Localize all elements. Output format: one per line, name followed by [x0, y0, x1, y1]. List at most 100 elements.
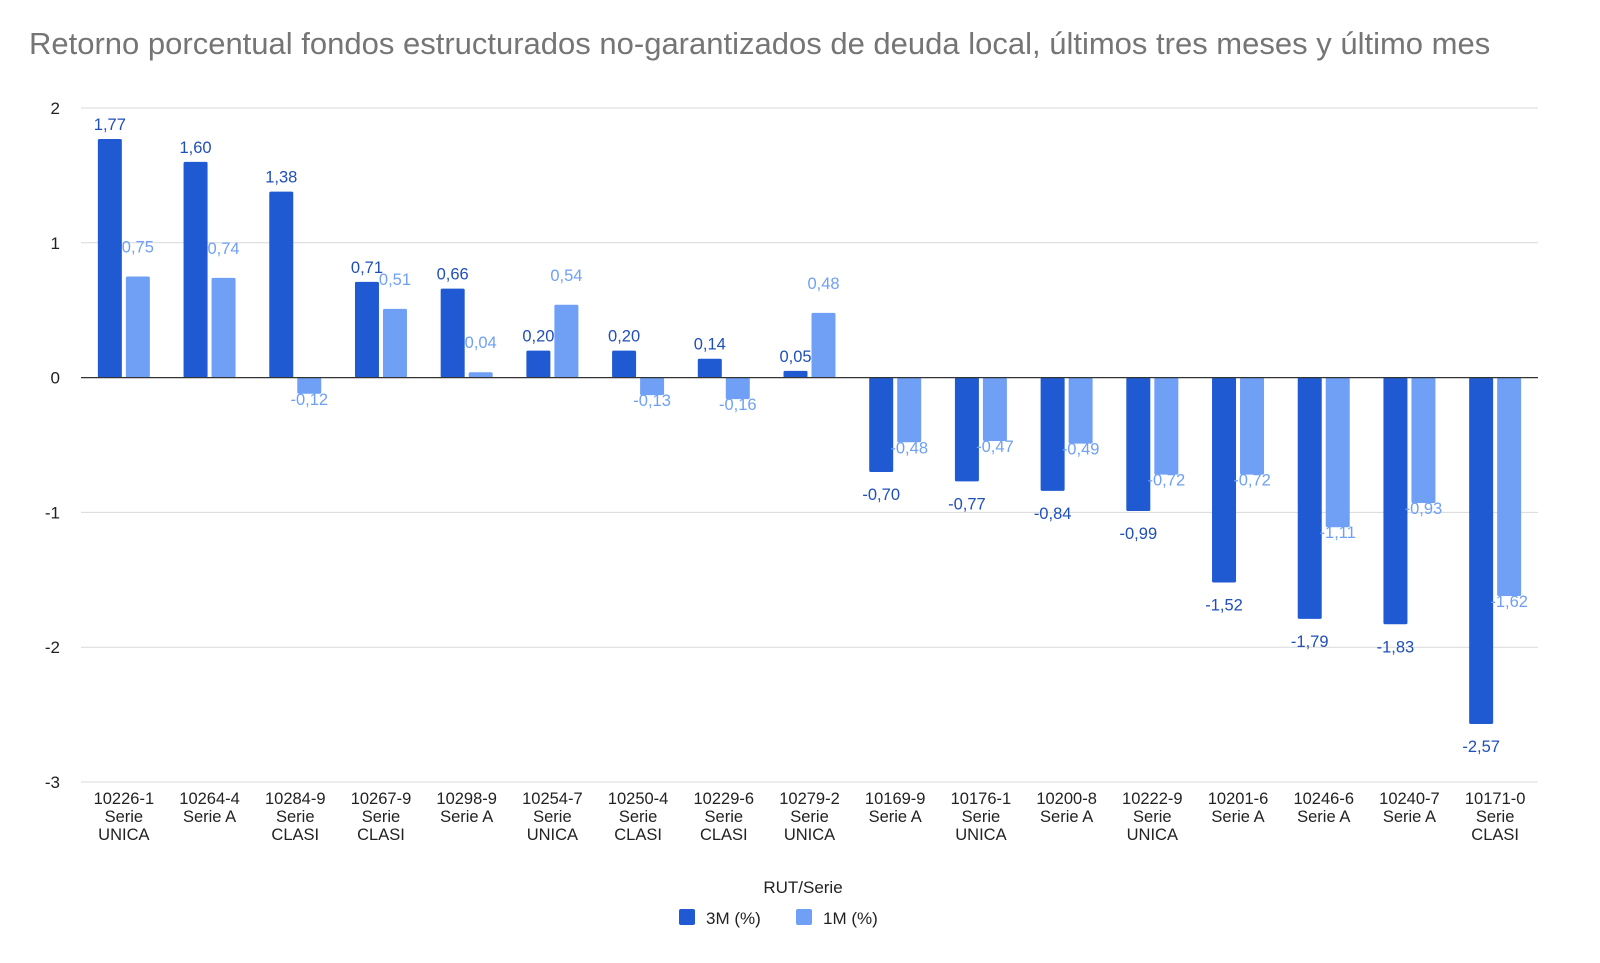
legend-label-1m: 1M (%): [823, 909, 878, 928]
category-label-line: Serie A: [183, 808, 236, 826]
gridlines: [81, 107, 1538, 783]
category-label-line: UNICA: [784, 826, 835, 844]
category-label-line: Serie: [790, 808, 829, 826]
category-label-line: 10200-8: [1036, 790, 1097, 808]
data-label: -0,93: [1405, 500, 1443, 518]
category-label-line: UNICA: [1127, 826, 1178, 844]
data-label: 1,77: [94, 116, 126, 134]
category-label-line: 10201-6: [1208, 790, 1269, 808]
bar-3m: [954, 377, 979, 482]
y-tick-label: 1: [51, 234, 60, 253]
chart-title: Retorno porcentual fondos estructurados …: [29, 26, 1491, 61]
data-label: -0,99: [1120, 525, 1158, 543]
data-label: -1,11: [1320, 524, 1356, 542]
bar-3m: [869, 377, 894, 472]
data-label: 0,48: [807, 275, 839, 293]
category-label-line: 10176-1: [951, 790, 1012, 808]
data-label: 0,75: [122, 239, 154, 257]
data-label: 0,54: [550, 267, 582, 285]
category-label: 10222-9 Serie UNICA: [1122, 790, 1183, 844]
bar-3m: [697, 358, 722, 378]
y-tick-label: -1: [45, 503, 60, 522]
x-axis-title: RUT/Serie: [763, 878, 842, 897]
bar-1m: [1154, 377, 1179, 475]
legend: 3M (%) 1M (%): [679, 909, 878, 928]
category-label-line: 10250-4: [608, 790, 669, 808]
bar-3m: [783, 370, 808, 378]
category-label-line: 10298-9: [436, 790, 497, 808]
category-label: 10298-9 Serie A: [436, 790, 497, 826]
y-tick-label: -3: [45, 773, 60, 792]
data-label: 0,71: [351, 259, 383, 277]
data-label: 0,20: [608, 328, 640, 346]
data-label: 1,38: [265, 169, 297, 187]
data-label: -1,62: [1490, 593, 1528, 611]
data-label: 0,51: [379, 271, 411, 289]
data-label: -0,84: [1034, 505, 1072, 523]
data-label: 0,74: [207, 240, 239, 258]
category-label-line: CLASI: [700, 826, 748, 844]
y-tick-label: 2: [51, 99, 60, 118]
bar-1m: [725, 377, 750, 400]
y-axis-ticks: 2 1 0 -1 -2 -3: [45, 99, 60, 792]
category-label-line: CLASI: [357, 826, 405, 844]
category-label: 10169-9 Serie A: [865, 790, 926, 826]
data-label: 1,60: [179, 139, 211, 157]
category-label-line: 10229-6: [694, 790, 755, 808]
bar-3m: [440, 288, 465, 378]
data-label: -0,77: [948, 495, 986, 513]
category-label-line: 10171-0: [1465, 790, 1526, 808]
category-label-line: 10267-9: [351, 790, 412, 808]
category-label-line: Serie: [705, 808, 744, 826]
category-label-line: 10284-9: [265, 790, 326, 808]
bar-3m: [354, 281, 379, 378]
y-tick-label: -2: [45, 638, 60, 657]
category-label-line: UNICA: [98, 826, 149, 844]
category-label: 10254-7 Serie UNICA: [522, 790, 583, 844]
bar-1m: [982, 377, 1007, 441]
category-label: 10229-6 Serie CLASI: [694, 790, 755, 844]
data-label: -0,47: [976, 438, 1014, 456]
category-label-line: Serie: [619, 808, 658, 826]
category-label-line: 10279-2: [779, 790, 840, 808]
bar-1m: [554, 304, 579, 378]
bar-3m: [97, 139, 122, 378]
category-label: 10176-1 Serie UNICA: [951, 790, 1012, 844]
bar-1m: [468, 372, 493, 378]
data-label: -1,79: [1291, 633, 1329, 651]
category-label-line: Serie: [276, 808, 315, 826]
bar-3m: [1297, 377, 1322, 619]
bar-1m: [897, 377, 922, 443]
category-label: 10250-4 Serie CLASI: [608, 790, 669, 844]
category-label-line: Serie A: [1211, 808, 1264, 826]
bar-3m: [1212, 377, 1237, 583]
category-label: 10200-8 Serie A: [1036, 790, 1097, 826]
category-label: 10201-6 Serie A: [1208, 790, 1269, 826]
category-label-line: Serie: [533, 808, 572, 826]
bar-1m: [1497, 377, 1522, 596]
legend-swatch-1m: [796, 909, 812, 925]
bar-1m: [211, 277, 236, 378]
category-label: 10284-9 Serie CLASI: [265, 790, 326, 844]
category-label-line: Serie: [1133, 808, 1172, 826]
category-label-line: 10226-1: [94, 790, 155, 808]
bar-1m: [640, 377, 665, 396]
bar-1m: [1068, 377, 1093, 444]
category-label-line: CLASI: [271, 826, 319, 844]
category-label-line: Serie A: [1040, 808, 1093, 826]
bar-1m: [1411, 377, 1436, 503]
category-label: 10246-6 Serie A: [1293, 790, 1354, 826]
category-label-line: 10264-4: [179, 790, 240, 808]
bar-3m: [1383, 377, 1408, 625]
category-label-line: 10254-7: [522, 790, 583, 808]
data-label: -0,48: [890, 439, 928, 457]
category-label-line: Serie: [362, 808, 401, 826]
data-label: -0,13: [633, 392, 671, 410]
bar-1m: [1240, 377, 1265, 475]
category-label-line: Serie A: [1297, 808, 1350, 826]
category-label-line: Serie A: [1383, 808, 1436, 826]
data-label: -0,49: [1062, 441, 1100, 459]
y-tick-label: 0: [51, 369, 60, 388]
data-label: -0,12: [290, 391, 328, 409]
